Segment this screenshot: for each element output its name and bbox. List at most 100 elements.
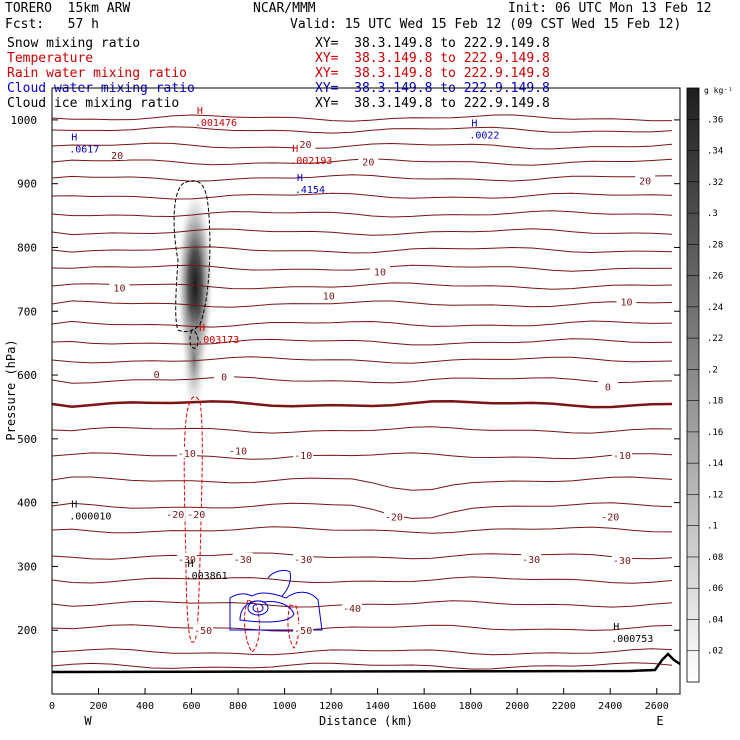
isotherm-label-bg [232, 552, 253, 564]
terrain-line [52, 652, 680, 674]
x-tick-label: 600 [183, 701, 201, 712]
extremum-value: .001476 [195, 118, 237, 129]
extremum-mark: H [471, 119, 477, 130]
colorbar-tick-label: .18 [707, 397, 723, 407]
y-tick-label: 200 [17, 624, 37, 637]
x-tick-label: 1200 [319, 701, 343, 712]
isotherm-label: -20 [601, 513, 619, 524]
isotherm-label: -20 [187, 510, 205, 521]
extremum-value: .003861 [186, 571, 228, 582]
isotherm-line [52, 376, 673, 384]
isotherm-label: -30 [234, 555, 252, 566]
isotherm-label-bg [228, 444, 249, 456]
extremum-mark: H [613, 622, 619, 633]
init-time: Init: 06 UTC Mon 13 Feb 12 [508, 1, 712, 16]
rain-contour-right [287, 604, 300, 649]
isotherm-label: -20 [385, 513, 403, 524]
isotherm-label-bg [611, 554, 632, 566]
isotherm-label-bg [611, 448, 632, 460]
x-tick-label: 0 [49, 701, 55, 712]
isotherm-line [52, 356, 673, 364]
cloud-contour-core-inner [252, 603, 264, 613]
x-tick-label: 1400 [366, 701, 390, 712]
field-temp-xy: XY= 38.3.149.8 to 222.9.149.8 [315, 51, 550, 66]
colorbar [686, 87, 700, 683]
extremum-value: .002193 [290, 156, 332, 167]
x-tick-label: 800 [229, 701, 247, 712]
colorbar-tick-label: .1 [707, 522, 718, 532]
isotherm-label: -10 [613, 451, 631, 462]
isotherm-line [52, 662, 673, 670]
isotherm-label: 0 [605, 383, 611, 394]
field-ice-name: Cloud ice mixing ratio [7, 96, 180, 111]
isotherm-label-bg [293, 624, 314, 636]
colorbar-tick-label: .14 [707, 459, 723, 469]
isotherm-label-bg [600, 510, 621, 522]
colorbar-tick-label: .32 [707, 178, 723, 188]
isotherm-line [52, 246, 673, 254]
field-rain-xy: XY= 38.3.149.8 to 222.9.149.8 [315, 66, 550, 81]
extremum-value: .4154 [295, 185, 325, 196]
colorbar-tick-label: .08 [707, 553, 723, 563]
isotherm-label: 20 [300, 140, 312, 151]
isotherm-label: -30 [294, 555, 312, 566]
isotherm-line [52, 114, 673, 122]
y-axis-label: Pressure (hPa) [4, 339, 18, 440]
isotherm-line [52, 282, 673, 290]
field-ice-xy: XY= 38.3.149.8 to 222.9.149.8 [315, 96, 550, 111]
x-tick-label: 2200 [552, 701, 576, 712]
isotherm-label: 20 [362, 157, 374, 168]
isotherm-line [52, 264, 673, 272]
colorbar-tick-label: .34 [707, 147, 723, 157]
isotherm-label-bg [597, 380, 618, 392]
isotherm-label-bg [146, 367, 167, 379]
isotherm-line [52, 142, 673, 150]
extremum-mark: H [297, 173, 303, 184]
x-tick-label: 400 [136, 701, 154, 712]
colorbar-tick-label: .04 [707, 615, 723, 625]
isotherm-line [52, 648, 673, 656]
isotherm-label: -20 [166, 510, 184, 521]
isotherm-line [52, 126, 673, 134]
colorbar-tick-label: .24 [707, 303, 723, 313]
x-axis-label: Distance (km) [319, 714, 413, 728]
isotherm-line [52, 552, 673, 560]
field-snow-xy: XY= 38.3.149.8 to 222.9.149.8 [315, 36, 550, 51]
extremum-value: .000010 [69, 511, 111, 522]
colorbar-unit: g kg⁻¹ [704, 86, 733, 95]
isotherm-label: 0 [154, 370, 160, 381]
extremum-mark: H [199, 323, 205, 334]
isotherm-line [52, 476, 673, 491]
isotherm-label: 0 [221, 372, 227, 383]
isotherm-line [52, 624, 673, 632]
y-tick-label: 900 [17, 178, 37, 191]
x-tick-label: 2400 [598, 701, 622, 712]
isotherm-label: -10 [229, 446, 247, 457]
x-axis-west: W [84, 714, 92, 728]
isotherm-label-bg [214, 370, 235, 382]
colorbar-tick-label: .36 [707, 115, 723, 125]
colorbar-tick-label: .26 [707, 272, 723, 282]
isotherm-label: -50 [294, 626, 312, 637]
isotherm-label: 20 [639, 176, 651, 187]
field-temp-name: Temperature [7, 51, 94, 66]
extremum-mark: H [71, 133, 77, 144]
isotherm-label-bg [107, 148, 128, 160]
isotherm-label-bg [318, 289, 339, 301]
isotherm-line [52, 192, 673, 200]
extremum-mark: H [197, 106, 203, 117]
colorbar-tick-label: .16 [707, 428, 723, 438]
colorbar-tick-label: .3 [707, 209, 718, 219]
colorbar-tick-label: .2 [707, 365, 718, 375]
y-tick-label: 600 [17, 369, 37, 382]
isotherm-label-bg [176, 552, 197, 564]
isotherm-line [52, 300, 673, 308]
x-tick-label: 1000 [273, 701, 297, 712]
extremum-value: .003173 [197, 335, 239, 346]
colorbar-tick-label: .02 [707, 647, 723, 657]
y-tick-label: 300 [17, 560, 37, 573]
isotherm-label-bg [616, 295, 637, 307]
cloud-contour-mid [239, 600, 295, 623]
isotherm-label: -40 [343, 604, 361, 615]
isotherm-label: 10 [620, 298, 632, 309]
